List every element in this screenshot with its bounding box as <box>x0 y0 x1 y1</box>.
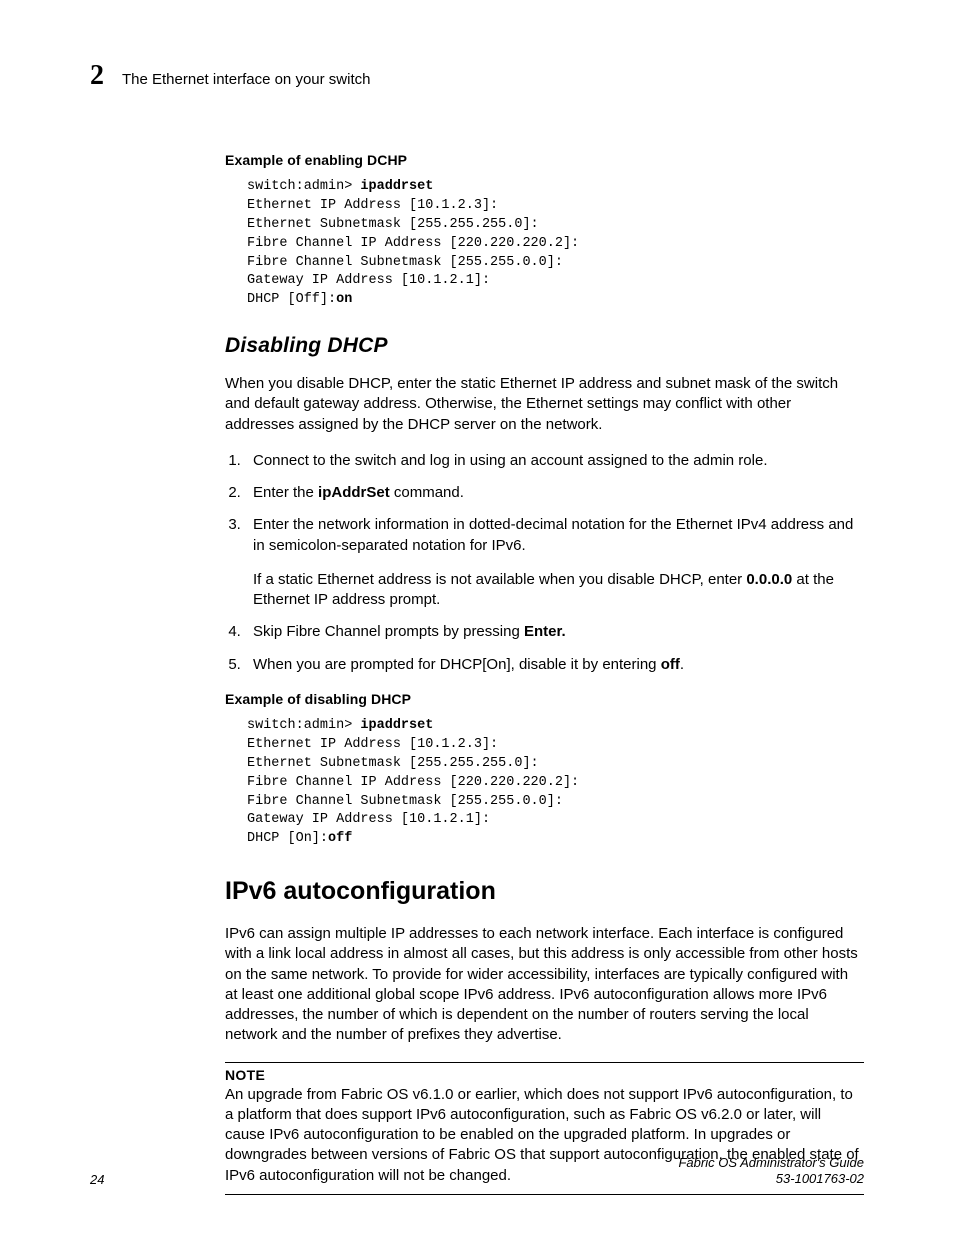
step-2: Enter the ipAddrSet command. <box>245 483 864 503</box>
page-header: 2 The Ethernet interface on your switch <box>90 60 864 92</box>
chapter-number: 2 <box>90 60 104 92</box>
step-5-pre: When you are prompted for DHCP[On], disa… <box>253 656 661 673</box>
code-line: Gateway IP Address [10.1.2.1]: <box>247 812 490 827</box>
step-5-post: . <box>680 656 684 673</box>
step-4: Skip Fibre Channel prompts by pressing E… <box>245 622 864 642</box>
step-3-sub: If a static Ethernet address is not avai… <box>253 570 864 611</box>
code-line: Ethernet Subnetmask [255.255.255.0]: <box>247 217 539 232</box>
page-number: 24 <box>90 1172 104 1187</box>
example-enable-label: Example of enabling DCHP <box>225 152 864 168</box>
step-2-pre: Enter the <box>253 484 318 501</box>
code-line-bold: off <box>328 831 352 846</box>
step-1: Connect to the switch and log in using a… <box>245 451 864 471</box>
footer-doc-id: 53-1001763-02 <box>776 1171 864 1186</box>
code-cmd: ipaddrset <box>360 718 433 733</box>
code-line: Fibre Channel IP Address [220.220.220.2]… <box>247 236 579 251</box>
step-3b-bold: 0.0.0.0 <box>746 571 792 588</box>
running-title: The Ethernet interface on your switch <box>122 71 370 88</box>
code-prompt: switch:admin> <box>247 718 360 733</box>
disable-steps: Connect to the switch and log in using a… <box>225 451 864 675</box>
step-1-text: Connect to the switch and log in using a… <box>253 452 768 469</box>
footer-doc-info: Fabric OS Administrator's Guide 53-10017… <box>678 1155 864 1188</box>
page: 2 The Ethernet interface on your switch … <box>0 0 954 1235</box>
heading-disabling-dhcp: Disabling DHCP <box>225 334 864 358</box>
code-line: Ethernet IP Address [10.1.2.3]: <box>247 198 498 213</box>
ipv6-para: IPv6 can assign multiple IP addresses to… <box>225 924 864 1046</box>
content-area: Example of enabling DCHP switch:admin> i… <box>225 152 864 1195</box>
step-5-bold: off <box>661 656 680 673</box>
disable-intro: When you disable DHCP, enter the static … <box>225 374 864 435</box>
code-line-prefix: DHCP [Off]: <box>247 292 336 307</box>
example-enable-code: switch:admin> ipaddrset Ethernet IP Addr… <box>247 178 864 310</box>
code-line: Ethernet IP Address [10.1.2.3]: <box>247 737 498 752</box>
note-label: NOTE <box>225 1067 864 1083</box>
step-3b-pre: If a static Ethernet address is not avai… <box>253 571 746 588</box>
step-3-text: Enter the network information in dotted-… <box>253 516 853 553</box>
footer-doc-title: Fabric OS Administrator's Guide <box>678 1155 864 1170</box>
code-line-bold: on <box>336 292 352 307</box>
code-prompt: switch:admin> <box>247 179 360 194</box>
code-line: Fibre Channel Subnetmask [255.255.0.0]: <box>247 794 563 809</box>
step-2-post: command. <box>390 484 464 501</box>
code-line-prefix: DHCP [On]: <box>247 831 328 846</box>
step-5: When you are prompted for DHCP[On], disa… <box>245 655 864 675</box>
step-2-cmd: ipAddrSet <box>318 484 390 501</box>
page-footer: 24 Fabric OS Administrator's Guide 53-10… <box>90 1155 864 1188</box>
code-line: Gateway IP Address [10.1.2.1]: <box>247 273 490 288</box>
heading-ipv6-autoconfig: IPv6 autoconfiguration <box>225 877 864 906</box>
step-4-bold: Enter. <box>524 623 566 640</box>
code-line: Fibre Channel IP Address [220.220.220.2]… <box>247 775 579 790</box>
example-disable-code: switch:admin> ipaddrset Ethernet IP Addr… <box>247 717 864 849</box>
code-cmd: ipaddrset <box>360 179 433 194</box>
code-line: Ethernet Subnetmask [255.255.255.0]: <box>247 756 539 771</box>
example-disable-label: Example of disabling DHCP <box>225 691 864 707</box>
code-line: Fibre Channel Subnetmask [255.255.0.0]: <box>247 255 563 270</box>
step-4-pre: Skip Fibre Channel prompts by pressing <box>253 623 524 640</box>
step-3: Enter the network information in dotted-… <box>245 515 864 610</box>
